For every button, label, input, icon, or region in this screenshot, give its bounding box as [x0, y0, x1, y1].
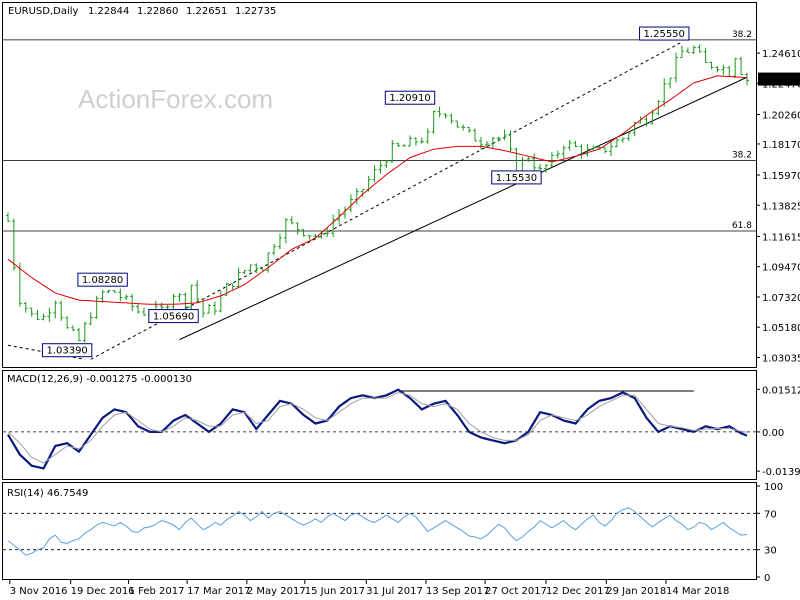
- price-y-tick-label: 1.11615: [762, 232, 800, 243]
- x-tick-label: 13 Sep 2017: [426, 586, 489, 597]
- price-y-tick-label: 1.05180: [762, 323, 800, 334]
- last-price-tag: [758, 72, 800, 86]
- solid-trendline: [179, 76, 748, 341]
- x-tick-label: 3 Nov 2016: [10, 586, 68, 597]
- rsi-y-tick-label: 70: [764, 509, 777, 520]
- price-annotation-box: [639, 26, 690, 41]
- x-tick-label: 12 Dec 2017: [546, 586, 610, 597]
- x-tick-label: 15 Jun 2017: [305, 586, 365, 597]
- x-tick-label: 2 May 2017: [247, 586, 306, 597]
- price-y-tick-label: 1.15970: [762, 171, 800, 182]
- price-annotation-label: 1.20910: [389, 93, 430, 104]
- rsi-plot: RSI(14) 46.7549 100 70 30 0: [3, 482, 783, 584]
- price-annotation-box: [384, 90, 436, 105]
- price-y-tick-label: 1.24610: [762, 49, 800, 60]
- price-annotation-label: 1.25550: [644, 29, 685, 40]
- rsi-line: [7, 507, 748, 556]
- price-header: EURUSD,Daily 1.22844 1.22860 1.22651 1.2…: [8, 6, 276, 17]
- macd-y-tick-label: 0.01512: [762, 385, 800, 396]
- x-tick-label: 27 Oct 2017: [485, 586, 547, 597]
- price-plot: 38.238.261.81.246101.224701.202601.18170…: [3, 26, 800, 364]
- rsi-title: RSI(14) 46.7549: [7, 488, 88, 499]
- high-value: 1.22860: [137, 6, 178, 17]
- price-annotation-box: [41, 343, 93, 358]
- fib-level-label: 38.2: [732, 30, 752, 40]
- x-tick-label: 17 Mar 2017: [187, 586, 250, 597]
- price-y-tick-label: 1.03035: [762, 353, 800, 364]
- fib-level-label: 38.2: [732, 150, 752, 160]
- price-annotation-box: [491, 170, 542, 185]
- symbol-label: EURUSD,Daily: [8, 6, 79, 17]
- rsi-y-tick-label: 30: [764, 546, 777, 557]
- sma-line: [7, 75, 748, 305]
- price-annotation-label: 1.08280: [82, 275, 123, 286]
- low-value: 1.22651: [186, 6, 227, 17]
- macd-signal-line: [7, 391, 748, 464]
- price-y-tick-label: 1.20260: [762, 110, 800, 121]
- macd-y-tick-label: 0.00: [762, 428, 784, 439]
- price-y-tick-label: 1.09470: [762, 263, 800, 274]
- macd-panel-frame: [2, 370, 757, 480]
- fib-level-label: 61.8: [732, 221, 752, 231]
- x-tick-label: 1 Feb 2017: [129, 586, 185, 597]
- x-tick-label: 14 Mar 2018: [666, 586, 729, 597]
- watermark: ActionForex.com: [78, 84, 273, 114]
- price-y-tick-label: 1.07320: [762, 293, 800, 304]
- close-value: 1.22735: [235, 6, 276, 17]
- macd-plot: MACD(12,26,9) -0.001275 -0.000130 0.01512…: [3, 374, 800, 478]
- price-annotation-box: [148, 309, 199, 324]
- price-y-tick-label: 1.13825: [762, 201, 800, 212]
- macd-line: [7, 388, 748, 470]
- macd-y-tick-label: -0.01393: [762, 467, 800, 478]
- rsi-y-tick-label: 100: [764, 482, 783, 493]
- last-price-label: 1.22735: [761, 75, 800, 86]
- dashed-trendline: [7, 344, 85, 360]
- x-tick-label: 31 Jul 2017: [366, 586, 423, 597]
- rsi-y-tick-label: 0: [764, 573, 770, 584]
- rsi-panel-frame: [2, 482, 757, 580]
- price-annotation-label: 1.15530: [496, 173, 537, 184]
- price-annotation-label: 1.03390: [46, 346, 87, 357]
- price-annotation-label: 1.05690: [153, 312, 194, 323]
- dashed-trendline: [90, 41, 683, 360]
- price-annotation-box: [77, 272, 128, 287]
- x-tick-label: 29 Jan 2018: [606, 586, 666, 597]
- open-value: 1.22844: [88, 6, 129, 17]
- price-y-tick-label: 1.18170: [762, 140, 800, 151]
- x-tick-label: 19 Dec 2016: [71, 586, 135, 597]
- macd-title: MACD(12,26,9) -0.001275 -0.000130: [7, 374, 192, 385]
- price-panel-frame: [2, 2, 757, 368]
